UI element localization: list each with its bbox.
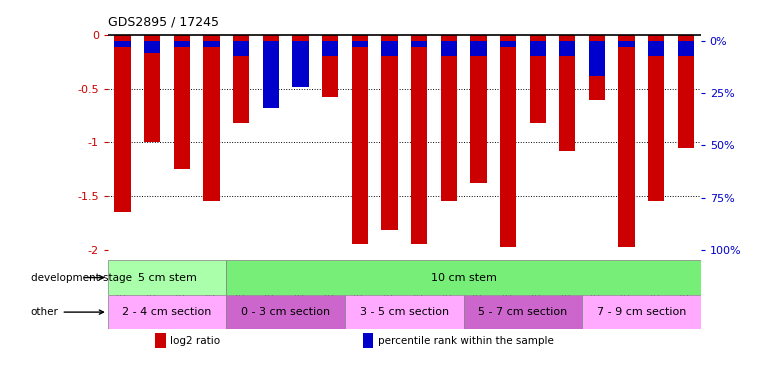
Bar [559, 41, 575, 56]
Bar [293, 41, 309, 87]
Bar [263, 41, 279, 108]
Bar [500, 41, 516, 47]
Bar [440, 41, 457, 56]
Bar [500, 35, 516, 248]
Bar [233, 35, 249, 123]
Text: percentile rank within the sample: percentile rank within the sample [377, 336, 554, 346]
Bar [618, 41, 634, 47]
Bar [203, 35, 219, 201]
Bar [589, 35, 605, 100]
Bar [678, 35, 694, 148]
Bar [226, 295, 345, 329]
Bar [226, 260, 701, 295]
Bar [174, 41, 190, 47]
Bar [559, 35, 575, 151]
Bar [115, 35, 131, 212]
Text: 5 - 7 cm section: 5 - 7 cm section [478, 307, 567, 317]
Text: other: other [31, 307, 103, 317]
Bar [648, 41, 665, 56]
Bar [108, 295, 226, 329]
Bar [144, 41, 160, 54]
Bar [618, 35, 634, 248]
Bar [108, 260, 226, 295]
Bar [174, 35, 190, 169]
Bar [381, 41, 397, 56]
Bar [464, 295, 582, 329]
Bar [530, 41, 546, 56]
Bar [293, 35, 309, 59]
Bar [470, 35, 487, 183]
Bar [156, 333, 166, 348]
Bar [411, 35, 427, 244]
Bar [345, 295, 464, 329]
Bar [678, 41, 694, 56]
Bar [440, 35, 457, 201]
Bar [352, 35, 368, 244]
Bar [363, 333, 373, 348]
Text: 2 - 4 cm section: 2 - 4 cm section [122, 307, 212, 317]
Bar [203, 41, 219, 47]
Bar [322, 35, 338, 98]
Bar [411, 41, 427, 47]
Text: 0 - 3 cm section: 0 - 3 cm section [241, 307, 330, 317]
Bar [470, 41, 487, 56]
Bar [530, 35, 546, 123]
Text: 10 cm stem: 10 cm stem [430, 273, 497, 283]
Bar [322, 41, 338, 56]
Bar [352, 41, 368, 47]
Text: GDS2895 / 17245: GDS2895 / 17245 [108, 16, 219, 29]
Bar [263, 35, 279, 55]
Bar [648, 35, 665, 201]
Bar [381, 35, 397, 230]
Bar [144, 35, 160, 142]
Bar [115, 41, 131, 47]
Text: 3 - 5 cm section: 3 - 5 cm section [360, 307, 449, 317]
Bar [589, 41, 605, 76]
Bar [233, 41, 249, 56]
Text: development stage: development stage [31, 273, 132, 283]
Text: 5 cm stem: 5 cm stem [138, 273, 196, 283]
Bar [582, 295, 701, 329]
Text: log2 ratio: log2 ratio [170, 336, 220, 346]
Text: 7 - 9 cm section: 7 - 9 cm section [597, 307, 686, 317]
